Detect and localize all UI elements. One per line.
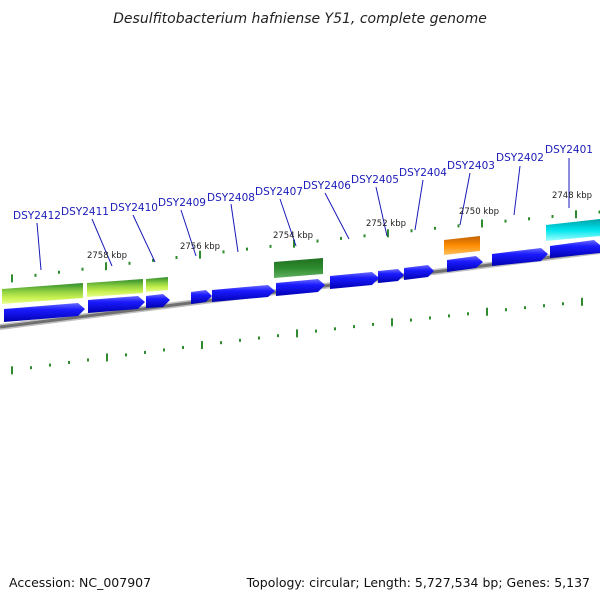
outer-scale-ticks	[11, 210, 600, 283]
leader-line	[375, 186, 388, 237]
cds-arrow-dsy2405[interactable]	[378, 269, 404, 283]
kbp-labels: 2758 kbp 2756 kbp 2754 kbp 2752 kbp 2750…	[87, 191, 592, 261]
cds-arrow-dsy2404[interactable]	[404, 265, 434, 280]
cds-arrow-dsy2410[interactable]	[146, 294, 170, 308]
feature-track	[2, 219, 600, 304]
feature-bar-dsy2411[interactable]	[87, 279, 143, 297]
kbp-label: 2748 kbp	[552, 191, 592, 201]
kbp-label: 2750 kbp	[459, 207, 499, 217]
genome-summary-text: Topology: circular; Length: 5,727,534 bp…	[246, 575, 590, 590]
gene-label-dsy2409[interactable]: DSY2409	[158, 197, 206, 209]
gene-label-dsy2410[interactable]: DSY2410	[110, 202, 158, 214]
gene-labels: DSY2412 DSY2411 DSY2410 DSY2409 DSY2408 …	[13, 144, 593, 222]
gene-label-dsy2408[interactable]: DSY2408	[207, 192, 255, 204]
feature-bar-dsy2412[interactable]	[2, 283, 83, 304]
kbp-label: 2754 kbp	[273, 231, 313, 241]
leader-line	[513, 165, 521, 216]
cds-arrow-dsy2412[interactable]	[4, 303, 85, 322]
leader-lines	[36, 158, 570, 271]
cds-arrow-dsy2408[interactable]	[212, 285, 275, 302]
gene-label-dsy2406[interactable]: DSY2406	[303, 180, 351, 192]
cds-arrow-dsy2411[interactable]	[88, 296, 145, 313]
feature-bar-dsy2407[interactable]	[274, 258, 323, 278]
kbp-label: 2758 kbp	[87, 251, 127, 261]
leader-line	[414, 179, 424, 231]
genome-title: Desulfitobacterium hafniense Y51, comple…	[113, 11, 487, 27]
kbp-label: 2752 kbp	[366, 219, 406, 229]
leader-line	[279, 198, 297, 247]
cds-arrow-dsy2407[interactable]	[276, 279, 325, 296]
leader-line	[180, 209, 197, 257]
cds-arrow-dsy2401[interactable]	[550, 240, 600, 258]
cds-arrow-dsy2403[interactable]	[447, 256, 483, 272]
inner-scale-ticks	[11, 297, 583, 375]
leader-line	[324, 192, 350, 240]
feature-bar-dsy2401[interactable]	[546, 219, 600, 241]
cds-arrow-dsy2402[interactable]	[492, 248, 548, 266]
feature-bar-dsy2410[interactable]	[146, 277, 168, 292]
gene-label-dsy2402[interactable]: DSY2402	[496, 152, 544, 164]
cds-track	[4, 240, 600, 322]
leader-line	[91, 218, 113, 267]
gene-label-dsy2405[interactable]: DSY2405	[351, 174, 399, 186]
kbp-label: 2756 kbp	[180, 242, 220, 252]
leader-line	[132, 214, 156, 263]
gene-label-dsy2404[interactable]: DSY2404	[399, 167, 447, 179]
accession-text: Accession: NC_007907	[9, 575, 151, 590]
cds-arrow-dsy2406[interactable]	[330, 272, 379, 289]
gene-label-dsy2407[interactable]: DSY2407	[255, 186, 303, 198]
leader-line	[36, 222, 42, 271]
feature-bar-dsy2403[interactable]	[444, 236, 480, 255]
gene-label-dsy2401[interactable]: DSY2401	[545, 144, 593, 156]
cds-arrow-dsy2409[interactable]	[191, 290, 212, 304]
leader-line	[230, 203, 239, 253]
gene-label-dsy2403[interactable]: DSY2403	[447, 160, 495, 172]
gene-label-dsy2411[interactable]: DSY2411	[61, 206, 109, 218]
leader-line	[459, 172, 471, 226]
gene-label-dsy2412[interactable]: DSY2412	[13, 210, 61, 222]
